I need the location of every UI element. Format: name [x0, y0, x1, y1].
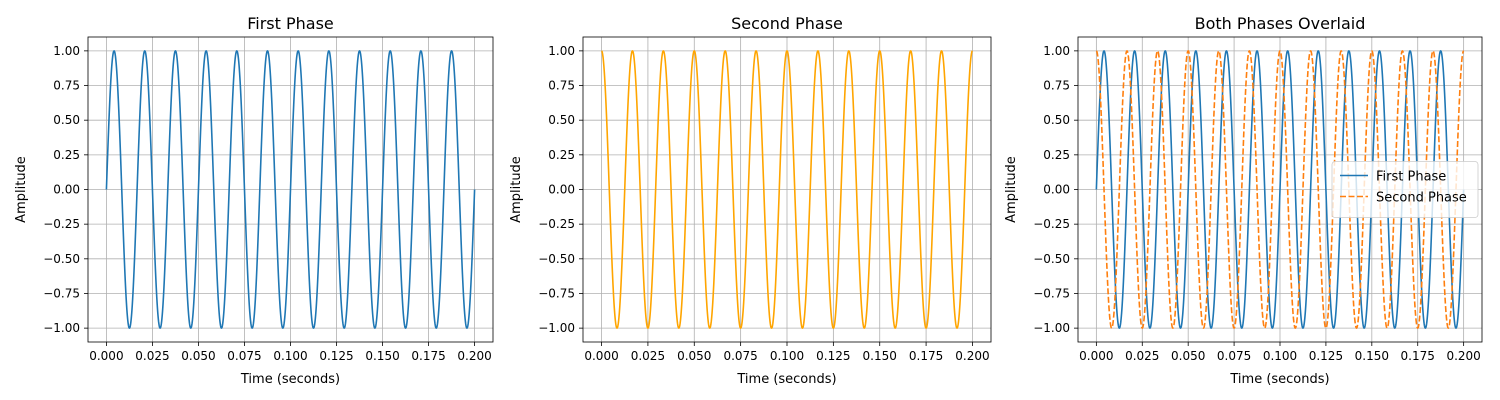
x-tick-label: 0.200 — [1446, 349, 1480, 363]
y-tick-label: 0.25 — [548, 148, 575, 162]
y-tick-label: −1.00 — [43, 321, 80, 335]
x-axis-label: Time (seconds) — [240, 372, 340, 387]
x-tick-label: 0.200 — [955, 349, 989, 363]
y-tick-label: 0.00 — [53, 183, 80, 197]
y-tick-label: 0.50 — [1043, 113, 1070, 127]
x-tick-label: 0.025 — [631, 349, 665, 363]
y-tick-label: 0.00 — [1043, 183, 1070, 197]
y-tick-label: −1.00 — [538, 321, 575, 335]
y-tick-label: −0.50 — [43, 252, 80, 266]
x-tick-label: 0.100 — [273, 349, 307, 363]
y-tick-label: 0.50 — [548, 113, 575, 127]
chart-title: Second Phase — [731, 14, 843, 33]
y-tick-label: −0.25 — [1033, 217, 1070, 231]
x-tick-label: 0.125 — [1309, 349, 1343, 363]
y-axis-label: Amplitude — [509, 156, 524, 223]
y-tick-label: −0.75 — [43, 286, 80, 300]
y-tick-label: −0.50 — [1033, 252, 1070, 266]
chart-panel-2: 0.000 0.025 0.050 0.075 0.100 0.125 0.150 0.175… — [509, 14, 992, 387]
x-tick-label: 0.125 — [816, 349, 850, 363]
y-tick-label: −0.25 — [538, 217, 575, 231]
x-tick-label: 0.175 — [411, 349, 445, 363]
x-tick-label: 0.000 — [584, 349, 618, 363]
y-tick-label: −1.00 — [1033, 321, 1070, 335]
x-tick-label: 0.175 — [909, 349, 943, 363]
y-axis-label: Amplitude — [14, 156, 29, 223]
y-tick-label: 0.75 — [1043, 79, 1070, 93]
x-tick-label: 0.100 — [770, 349, 804, 363]
x-tick-label: 0.100 — [1263, 349, 1297, 363]
y-axis-label: Amplitude — [1004, 156, 1019, 223]
x-tick-label: 0.000 — [89, 349, 123, 363]
x-tick-label: 0.000 — [1079, 349, 1113, 363]
x-tick-label: 0.075 — [723, 349, 757, 363]
x-tick-label: 0.150 — [365, 349, 399, 363]
x-tick-label: 0.050 — [677, 349, 711, 363]
chart-panel-3: 0.000 0.025 0.050 0.075 0.100 0.125 0.150 0.175… — [1004, 14, 1483, 387]
chart-title: First Phase — [247, 14, 334, 33]
legend-label: First Phase — [1376, 170, 1446, 185]
x-tick-label: 0.150 — [863, 349, 897, 363]
y-tick-label: 1.00 — [548, 44, 575, 58]
y-tick-label: −0.25 — [43, 217, 80, 231]
series-line-2 — [600, 50, 974, 329]
y-tick-label: −0.75 — [538, 286, 575, 300]
series-line-1 — [105, 50, 476, 329]
chart-panel-1: 0.000 0.025 0.050 0.075 0.100 0.125 0.150 0.175… — [14, 14, 494, 387]
y-tick-label: 1.00 — [1043, 44, 1070, 58]
x-tick-label: 0.025 — [135, 349, 169, 363]
y-tick-label: −0.75 — [1033, 286, 1070, 300]
y-tick-label: 0.50 — [53, 113, 80, 127]
legend-box — [1331, 161, 1479, 218]
chart-title: Both Phases Overlaid — [1195, 14, 1366, 33]
x-tick-label: 0.025 — [1125, 349, 1159, 363]
y-tick-label: 1.00 — [53, 44, 80, 58]
x-tick-label: 0.050 — [181, 349, 215, 363]
x-tick-label: 0.125 — [319, 349, 353, 363]
x-tick-label: 0.050 — [1171, 349, 1205, 363]
series-line-second-phase — [1095, 50, 1465, 329]
y-tick-label: −0.50 — [538, 252, 575, 266]
y-tick-label: 0.25 — [1043, 148, 1070, 162]
y-tick-label: 0.00 — [548, 183, 575, 197]
y-tick-label: 0.75 — [53, 79, 80, 93]
y-tick-label: 0.75 — [548, 79, 575, 93]
legend-label: Second Phase — [1376, 191, 1467, 206]
legend: First Phase Second Phase — [1331, 161, 1479, 218]
x-axis-label: Time (seconds) — [1229, 372, 1329, 387]
x-tick-label: 0.075 — [227, 349, 261, 363]
y-tick-label: 0.25 — [53, 148, 80, 162]
x-tick-label: 0.075 — [1217, 349, 1251, 363]
x-tick-label: 0.175 — [1401, 349, 1435, 363]
x-tick-label: 0.150 — [1355, 349, 1389, 363]
x-axis-label: Time (seconds) — [736, 372, 836, 387]
x-tick-label: 0.200 — [457, 349, 491, 363]
